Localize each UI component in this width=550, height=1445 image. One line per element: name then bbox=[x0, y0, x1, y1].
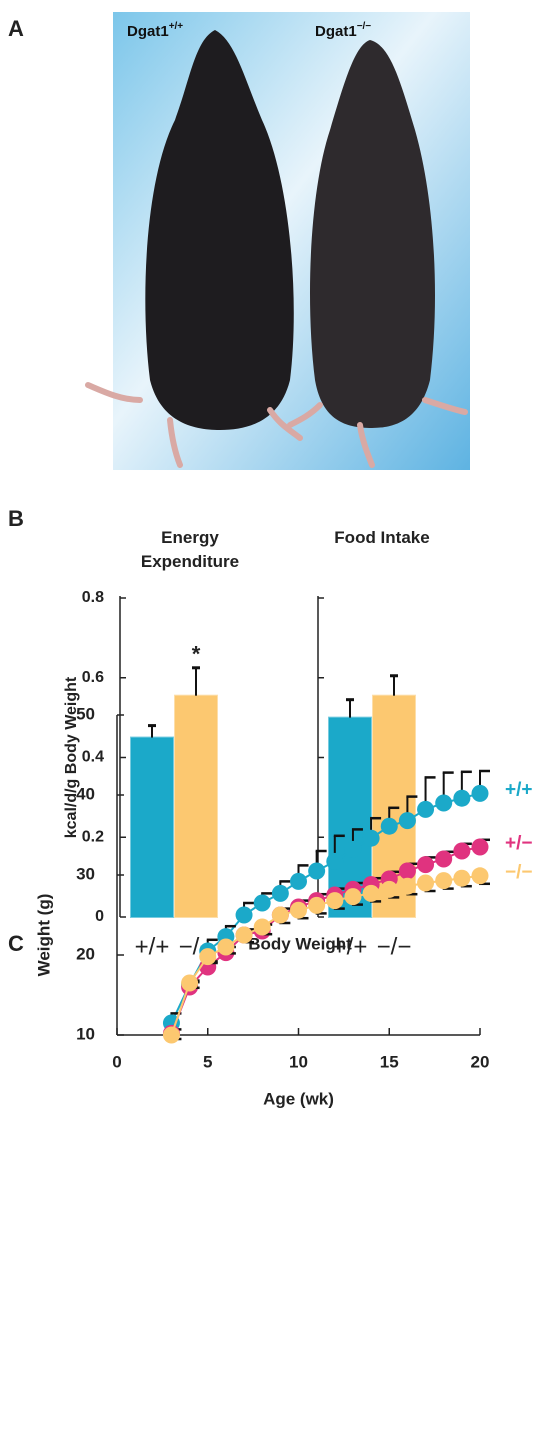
panel-label: B bbox=[8, 506, 24, 531]
y-tick-label: 10 bbox=[76, 1024, 95, 1043]
legend-label: −/− bbox=[505, 862, 532, 883]
y-tick-label: 0.8 bbox=[82, 589, 104, 606]
marker bbox=[381, 881, 398, 898]
legend-label: +/+ bbox=[505, 779, 532, 800]
figure: ABCDgat1+/+Dgat1−/−00.20.40.60.8kcal/d/g… bbox=[0, 0, 550, 1445]
marker bbox=[308, 863, 325, 880]
marker bbox=[472, 785, 489, 802]
y-tick-label: 0.2 bbox=[82, 828, 104, 845]
y-axis-label: Weight (g) bbox=[34, 894, 53, 977]
x-tick-label: 10 bbox=[289, 1052, 308, 1071]
annotation: * bbox=[192, 642, 201, 667]
marker bbox=[199, 948, 216, 965]
y-tick-label: 50 bbox=[76, 704, 95, 723]
marker bbox=[472, 839, 489, 856]
marker bbox=[236, 907, 253, 924]
marker bbox=[453, 790, 470, 807]
x-tick-label: +/+ bbox=[135, 933, 170, 960]
marker bbox=[472, 867, 489, 884]
y-axis-label: kcal/d/g Body Weight bbox=[63, 676, 80, 838]
marker bbox=[453, 843, 470, 860]
marker bbox=[254, 895, 271, 912]
chart-title: Energy Expenditure bbox=[130, 526, 250, 574]
marker bbox=[363, 885, 380, 902]
panel-label: A bbox=[8, 16, 24, 41]
marker bbox=[344, 888, 361, 905]
x-tick-label: 0 bbox=[112, 1052, 121, 1071]
x-axis-label: Age (wk) bbox=[263, 1089, 334, 1108]
marker bbox=[272, 885, 289, 902]
y-tick-label: 0.6 bbox=[82, 669, 104, 686]
marker bbox=[308, 897, 325, 914]
marker bbox=[272, 907, 289, 924]
marker bbox=[163, 1027, 180, 1044]
marker bbox=[363, 830, 380, 847]
panel-label: C bbox=[8, 931, 24, 956]
marker bbox=[344, 841, 361, 858]
photo-label-text: Dgat1 bbox=[315, 23, 357, 40]
marker bbox=[290, 902, 307, 919]
marker bbox=[453, 870, 470, 887]
marker bbox=[290, 873, 307, 890]
marker bbox=[399, 812, 416, 829]
y-tick-label: 0.4 bbox=[82, 749, 104, 766]
photo-label-superscript: −/− bbox=[357, 21, 372, 32]
marker bbox=[326, 853, 343, 870]
marker bbox=[217, 939, 234, 956]
legend-label: +/− bbox=[505, 833, 532, 854]
y-tick-label: 30 bbox=[76, 864, 95, 883]
x-tick-label: 15 bbox=[380, 1052, 399, 1071]
marker bbox=[181, 975, 198, 992]
marker bbox=[254, 919, 271, 936]
marker bbox=[417, 801, 434, 818]
marker bbox=[381, 818, 398, 835]
chart-title: Food Intake bbox=[322, 526, 442, 550]
bar bbox=[131, 738, 173, 917]
marker bbox=[435, 872, 452, 889]
marker bbox=[399, 863, 416, 880]
x-tick-label: −/− bbox=[377, 933, 412, 960]
photo-label-superscript: +/+ bbox=[169, 21, 184, 32]
marker bbox=[417, 875, 434, 892]
y-tick-label: 40 bbox=[76, 784, 95, 803]
y-tick-label: 0 bbox=[95, 908, 104, 925]
y-tick-label: 20 bbox=[76, 944, 95, 963]
figure-canvas: ABCDgat1+/+Dgat1−/−00.20.40.60.8kcal/d/g… bbox=[0, 0, 550, 1445]
photo-label-text: Dgat1 bbox=[127, 23, 169, 40]
photo bbox=[88, 12, 470, 470]
marker bbox=[417, 856, 434, 873]
marker bbox=[435, 851, 452, 868]
bar bbox=[175, 696, 217, 917]
x-tick-label: 20 bbox=[471, 1052, 490, 1071]
marker bbox=[435, 795, 452, 812]
marker bbox=[399, 878, 416, 895]
marker bbox=[326, 892, 343, 909]
x-tick-label: 5 bbox=[203, 1052, 212, 1071]
marker bbox=[236, 927, 253, 944]
